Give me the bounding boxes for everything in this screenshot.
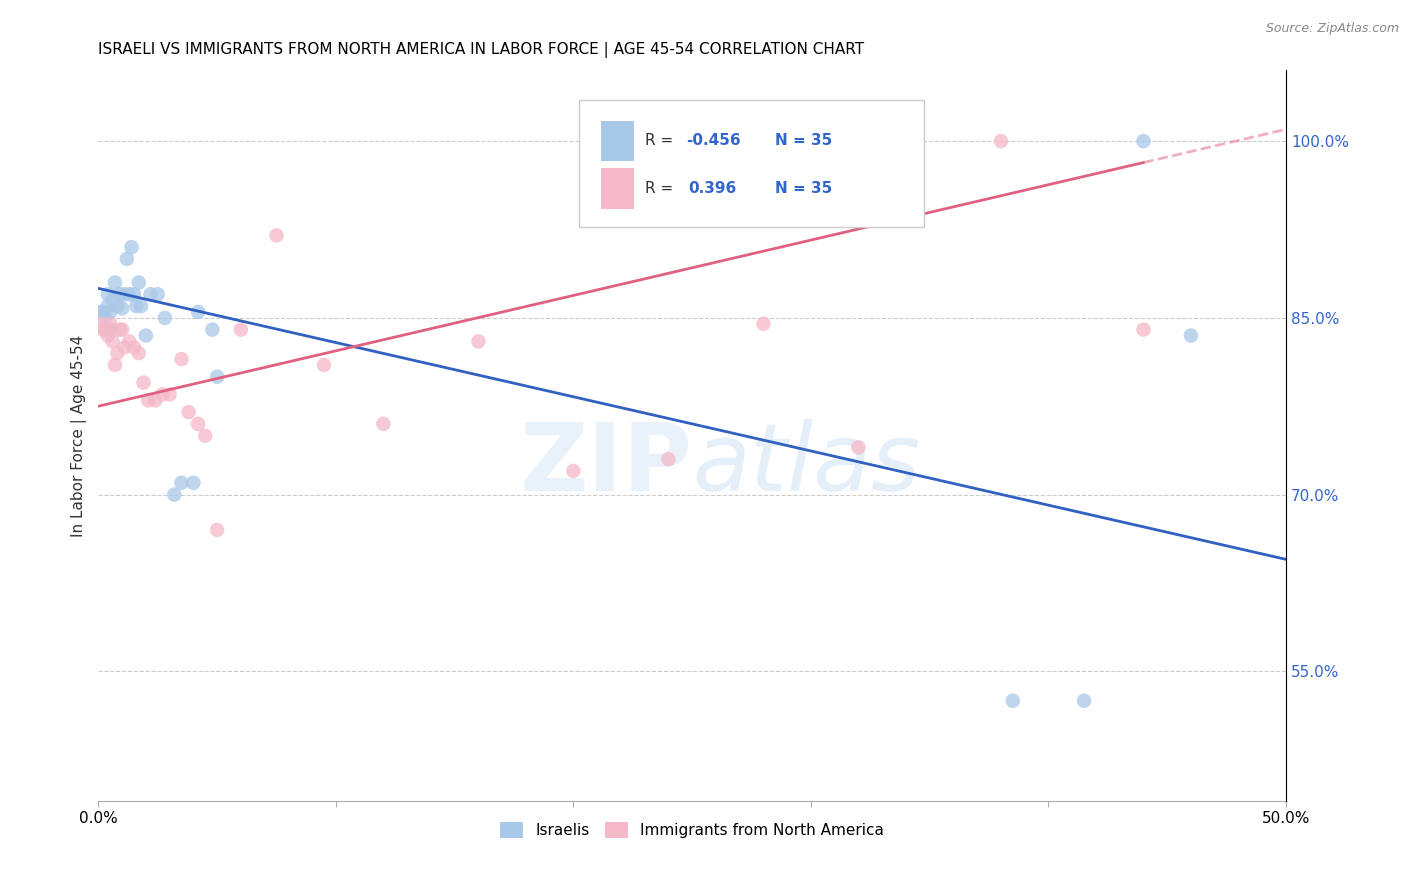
- Point: [125, 299, 148, 313]
- Point: [467, 334, 489, 349]
- Text: N = 35: N = 35: [775, 134, 832, 148]
- Point: [657, 452, 679, 467]
- Point: [122, 287, 145, 301]
- Point: [101, 334, 124, 349]
- Point: [90, 305, 112, 319]
- Point: [115, 252, 138, 266]
- Point: [229, 323, 252, 337]
- Point: [105, 299, 128, 313]
- Point: [143, 393, 166, 408]
- Text: N = 35: N = 35: [775, 181, 832, 196]
- Point: [105, 346, 128, 360]
- Point: [91, 305, 114, 319]
- Point: [97, 287, 120, 301]
- Point: [97, 328, 120, 343]
- Point: [177, 405, 200, 419]
- Point: [163, 487, 186, 501]
- Point: [98, 323, 121, 337]
- Point: [139, 287, 162, 301]
- Point: [129, 299, 152, 313]
- Y-axis label: In Labor Force | Age 45-54: In Labor Force | Age 45-54: [72, 334, 87, 537]
- Text: -0.456: -0.456: [686, 134, 741, 148]
- Point: [114, 340, 136, 354]
- Point: [990, 134, 1012, 148]
- Point: [128, 276, 150, 290]
- FancyBboxPatch shape: [600, 169, 634, 209]
- Point: [187, 417, 209, 431]
- Text: R =: R =: [644, 181, 683, 196]
- Point: [104, 276, 127, 290]
- Point: [121, 240, 143, 254]
- Point: [128, 346, 150, 360]
- Point: [132, 376, 155, 390]
- Point: [1132, 134, 1154, 148]
- Point: [111, 301, 134, 316]
- Text: ISRAELI VS IMMIGRANTS FROM NORTH AMERICA IN LABOR FORCE | AGE 45-54 CORRELATION : ISRAELI VS IMMIGRANTS FROM NORTH AMERICA…: [98, 42, 865, 58]
- Text: ZIP: ZIP: [519, 419, 692, 511]
- Point: [135, 328, 157, 343]
- Point: [170, 475, 193, 490]
- Point: [153, 310, 176, 325]
- Point: [1073, 694, 1095, 708]
- Text: R =: R =: [644, 134, 678, 148]
- Point: [91, 323, 114, 337]
- Point: [205, 523, 228, 537]
- Point: [170, 352, 193, 367]
- Point: [201, 323, 224, 337]
- Point: [94, 310, 117, 325]
- Point: [98, 317, 121, 331]
- Point: [122, 340, 145, 354]
- Point: [108, 287, 131, 301]
- Point: [562, 464, 585, 478]
- Point: [111, 323, 134, 337]
- Point: [205, 369, 228, 384]
- Point: [152, 387, 174, 401]
- Text: 0.396: 0.396: [689, 181, 737, 196]
- Point: [312, 358, 335, 372]
- Point: [101, 293, 124, 308]
- Point: [194, 428, 217, 442]
- Point: [373, 417, 395, 431]
- Point: [97, 299, 120, 313]
- Point: [114, 287, 136, 301]
- Point: [108, 323, 131, 337]
- Point: [1132, 323, 1154, 337]
- Point: [752, 317, 775, 331]
- Point: [104, 358, 127, 372]
- Point: [90, 317, 112, 331]
- Text: Source: ZipAtlas.com: Source: ZipAtlas.com: [1265, 22, 1399, 36]
- Point: [146, 287, 169, 301]
- Point: [94, 323, 117, 337]
- Point: [1180, 328, 1202, 343]
- Point: [94, 323, 117, 337]
- Point: [159, 387, 181, 401]
- Point: [98, 305, 121, 319]
- Point: [848, 441, 870, 455]
- Point: [266, 228, 288, 243]
- Point: [183, 475, 205, 490]
- Point: [118, 334, 141, 349]
- Point: [1001, 694, 1024, 708]
- Point: [187, 305, 209, 319]
- Point: [136, 393, 159, 408]
- FancyBboxPatch shape: [600, 120, 634, 161]
- Legend: Israelis, Immigrants from North America: Israelis, Immigrants from North America: [494, 816, 890, 845]
- Text: atlas: atlas: [692, 419, 921, 510]
- FancyBboxPatch shape: [579, 100, 924, 227]
- Point: [118, 287, 141, 301]
